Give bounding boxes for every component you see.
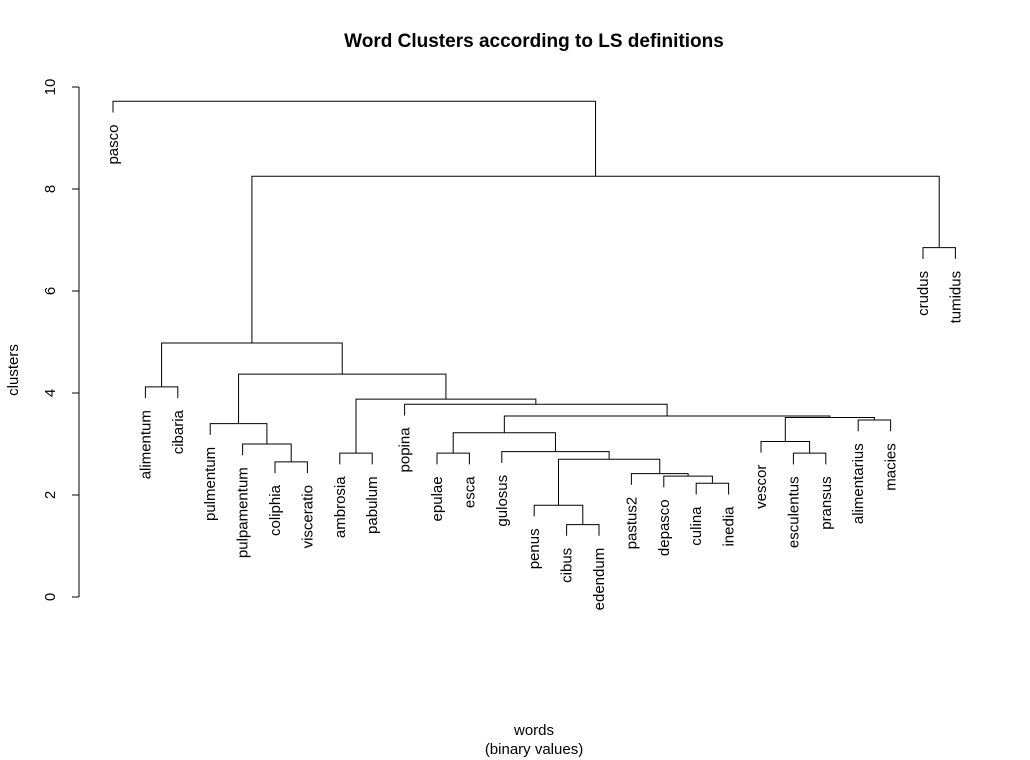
x-axis-label: words xyxy=(513,722,554,739)
merge-link xyxy=(251,175,940,344)
merge-link xyxy=(209,423,268,444)
leaf-label-visceratio: visceratio xyxy=(299,485,316,548)
y-axis: 0 2 4 6 8 10 xyxy=(42,79,80,601)
merge-link xyxy=(501,451,610,463)
y-tick-label: 10 xyxy=(42,79,59,96)
dendrogram-tree xyxy=(112,100,956,536)
merge-link xyxy=(663,475,713,488)
y-axis-label: clusters xyxy=(5,344,22,396)
leaf-label-epulae: epulae xyxy=(429,476,446,521)
merge-link xyxy=(339,452,373,465)
leaf-label-tumidus: tumidus xyxy=(947,271,964,324)
merge-link xyxy=(355,398,537,454)
leaf-label-pastus2: pastus2 xyxy=(623,497,640,550)
leaf-labels: pasco alimentum cibaria pulmentum pulpamentu… xyxy=(105,125,964,611)
merge-link xyxy=(695,482,730,495)
leaf-label-coliphia: coliphia xyxy=(267,484,284,536)
merge-link xyxy=(792,452,827,465)
leaf-label-pransus: pransus xyxy=(818,476,835,529)
merge-link xyxy=(533,504,584,525)
merge-link xyxy=(784,416,875,442)
leaf-label-alimentum: alimentum xyxy=(137,410,154,479)
leaf-label-inedia: inedia xyxy=(721,506,738,547)
y-tick-label: 2 xyxy=(42,491,59,499)
leaf-label-vescor: vescor xyxy=(753,465,770,509)
leaf-label-pulpamentum: pulpamentum xyxy=(235,467,252,558)
leaf-label-depasco: depasco xyxy=(656,499,673,556)
merge-link xyxy=(436,452,470,465)
leaf-label-ambrosia: ambrosia xyxy=(332,476,349,538)
merge-link xyxy=(760,440,811,454)
merge-link xyxy=(630,473,689,485)
merge-link xyxy=(452,432,556,454)
leaf-label-cibaria: cibaria xyxy=(170,409,187,454)
leaf-label-popina: popina xyxy=(397,427,414,473)
x-axis-sublabel: (binary values) xyxy=(485,741,583,758)
leaf-label-gulosus: gulosus xyxy=(494,475,511,527)
merge-link xyxy=(144,386,179,399)
y-tick-label: 8 xyxy=(42,185,59,193)
leaf-label-pulmentum: pulmentum xyxy=(202,447,219,521)
merge-link xyxy=(112,100,597,177)
leaf-label-cibus: cibus xyxy=(559,548,576,583)
leaf-label-esculentus: esculentus xyxy=(785,476,802,548)
merge-link xyxy=(274,461,308,474)
merge-link xyxy=(566,524,600,536)
y-tick-label: 0 xyxy=(42,593,59,601)
merge-link xyxy=(161,342,343,387)
leaf-label-penus: penus xyxy=(526,528,543,569)
y-tick-label: 6 xyxy=(42,287,59,295)
merge-link xyxy=(857,419,892,432)
merge-link xyxy=(503,415,831,433)
leaf-label-esca: esca xyxy=(461,476,478,508)
leaf-label-culina: culina xyxy=(688,506,705,546)
leaf-label-pabulum: pabulum xyxy=(364,476,381,534)
leaf-label-crudus: crudus xyxy=(915,271,932,316)
y-tick-label: 4 xyxy=(42,389,59,397)
chart-title: Word Clusters according to LS definition… xyxy=(344,31,724,52)
leaf-label-macies: macies xyxy=(883,443,900,491)
merge-link xyxy=(404,403,668,416)
leaf-label-pasco: pasco xyxy=(105,125,122,165)
leaf-label-alimentarius: alimentarius xyxy=(850,443,867,524)
leaf-label-edendum: edendum xyxy=(591,548,608,611)
merge-link xyxy=(922,247,956,259)
merge-link xyxy=(242,443,292,462)
merge-link xyxy=(558,458,661,506)
